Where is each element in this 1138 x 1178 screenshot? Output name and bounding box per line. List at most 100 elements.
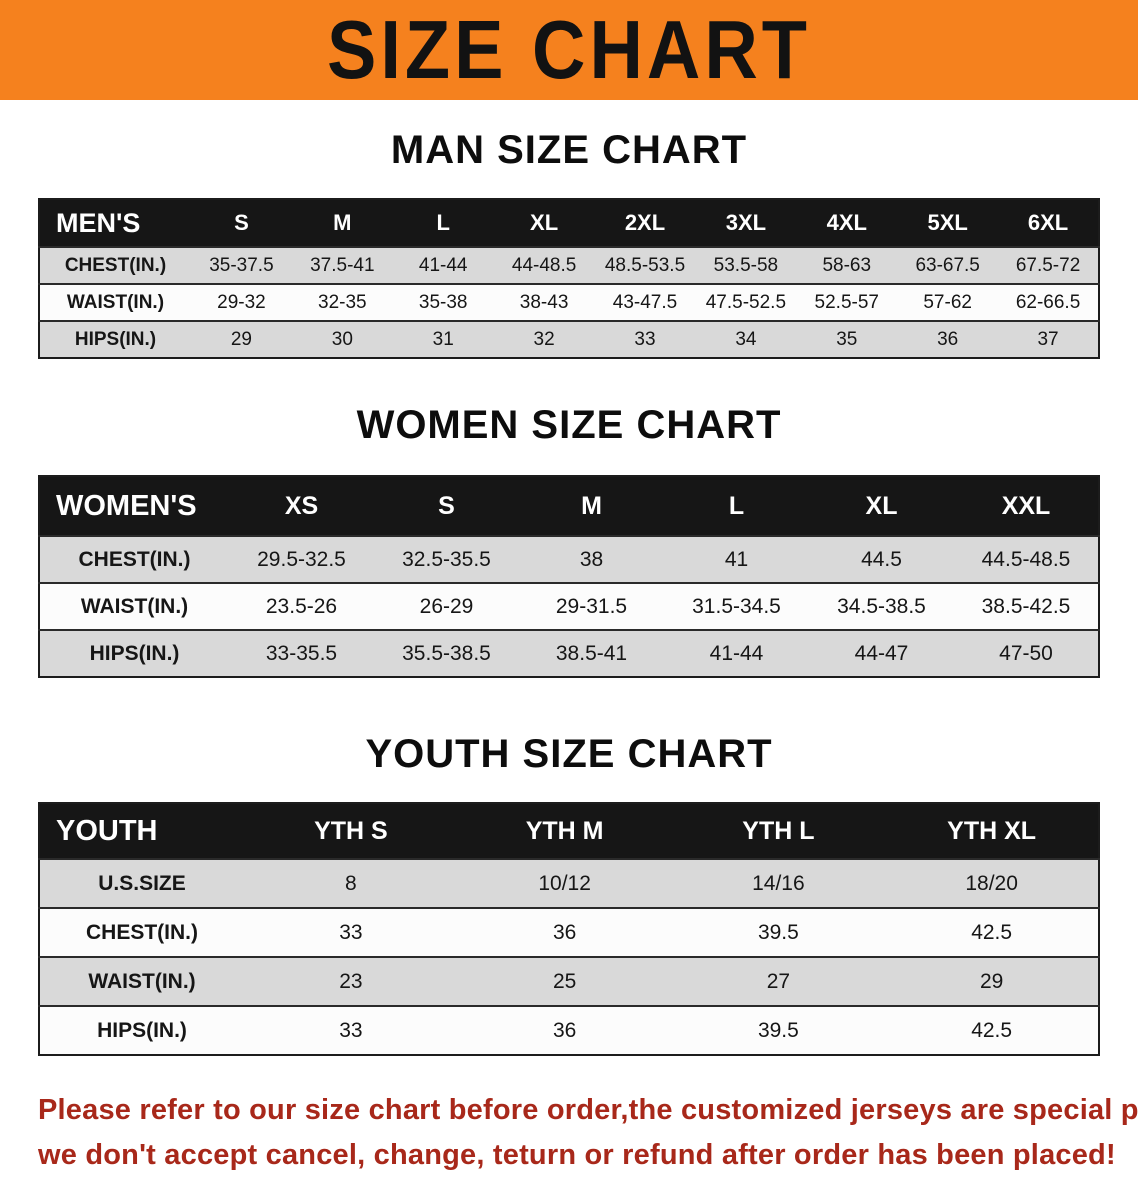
size-cell: 37.5-41 (310, 254, 375, 276)
youth-table-title: YOUTH (39, 803, 244, 859)
size-cell: 41 (724, 547, 749, 571)
men-column-header: 6XL (998, 199, 1099, 247)
size-cell: 52.5-57 (814, 291, 879, 313)
size-cell: 36 (937, 328, 959, 350)
size-cell: 38-43 (519, 291, 569, 313)
size-cell: 47.5-52.5 (705, 291, 787, 313)
size-cell: 67.5-72 (1015, 254, 1081, 276)
women-size-table: WOMEN'S XS S M L XL XXL CHEST(IN.) 29.5-… (38, 475, 1100, 678)
size-cell: 31 (432, 328, 454, 350)
men-column-header: M (291, 199, 393, 247)
size-cell: 53.5-58 (713, 254, 779, 276)
size-cell: 37 (1037, 328, 1059, 350)
man-size-chart-heading: MAN SIZE CHART (390, 128, 748, 172)
size-cell: 23 (339, 969, 363, 993)
size-cell: 33 (339, 920, 363, 944)
women-header-row: WOMEN'S XS S M L XL XXL (39, 476, 1099, 536)
size-cell: 44-48.5 (511, 254, 577, 276)
men-column-header: S (190, 199, 292, 247)
size-cell: 47-50 (999, 641, 1053, 665)
size-cell: 10/12 (538, 871, 591, 895)
men-header-row: MEN'S S M L XL 2XL 3XL 4XL 5XL 6XL (38, 199, 1099, 247)
size-cell: 33 (634, 328, 656, 350)
women-row-label: CHEST(IN.) (78, 547, 191, 571)
size-cell: 33 (339, 1018, 363, 1042)
men-row-label: CHEST(IN.) (64, 254, 167, 276)
table-row: HIPS(IN.) 33 36 39.5 42.5 (39, 1006, 1099, 1055)
youth-header-row: YOUTH YTH S YTH M YTH L YTH XL (39, 803, 1099, 859)
men-column-header: 4XL (796, 199, 898, 247)
youth-row-label: WAIST(IN.) (88, 969, 196, 993)
size-cell: 38 (579, 547, 604, 571)
size-cell: 29-32 (217, 291, 266, 313)
size-cell: 34.5-38.5 (837, 594, 926, 618)
youth-row-label: U.S.SIZE (98, 871, 186, 895)
size-cell: 48.5-53.5 (604, 254, 686, 276)
disclaimer-line-1: Please refer to our size chart before or… (38, 1094, 1138, 1126)
women-size-chart-heading: WOMEN SIZE CHART (356, 403, 782, 447)
women-column-header: M (519, 476, 664, 536)
size-cell: 25 (552, 969, 577, 993)
size-cell: 35-38 (418, 291, 468, 313)
size-cell: 38.5-41 (555, 641, 628, 665)
size-cell: 36 (552, 920, 577, 944)
table-row: U.S.SIZE 8 10/12 14/16 18/20 (39, 859, 1099, 908)
size-cell: 33-35.5 (265, 641, 338, 665)
men-table-title: MEN'S (38, 199, 191, 247)
youth-column-header: YTH L (671, 803, 886, 859)
size-cell: 32 (533, 328, 555, 350)
size-cell: 44.5-48.5 (981, 547, 1071, 571)
size-cell: 41-44 (418, 254, 468, 276)
size-cell: 26-29 (419, 594, 474, 618)
size-cell: 31.5-34.5 (692, 594, 781, 618)
size-cell: 32.5-35.5 (402, 547, 491, 571)
men-size-table: MEN'S S M L XL 2XL 3XL 4XL 5XL 6XL CHEST… (37, 198, 1100, 359)
size-cell: 29.5-32.5 (257, 547, 346, 571)
size-cell: 39.5 (757, 1018, 799, 1042)
men-column-header: 3XL (695, 199, 797, 247)
size-cell: 34 (735, 328, 757, 350)
size-cell: 58-63 (822, 254, 872, 276)
size-cell: 44-47 (854, 641, 909, 665)
youth-column-header: YTH M (457, 803, 672, 859)
size-cell: 39.5 (757, 920, 799, 944)
women-table-title: WOMEN'S (39, 476, 229, 536)
size-cell: 27 (766, 969, 791, 993)
table-row: WAIST(IN.) 23.5-26 26-29 29-31.5 31.5-34… (39, 583, 1099, 630)
size-cell: 29-31.5 (555, 594, 628, 618)
men-column-header: 2XL (594, 199, 696, 247)
size-cell: 32-35 (318, 291, 367, 313)
youth-column-header: YTH S (244, 803, 458, 859)
size-cell: 14/16 (752, 871, 805, 895)
disclaimer-line-2: we don't accept cancel, change, teturn o… (38, 1138, 1116, 1171)
women-column-header: L (664, 476, 809, 536)
size-cell: 18/20 (965, 871, 1018, 895)
table-row: CHEST(IN.) 33 36 39.5 42.5 (39, 908, 1099, 957)
women-row-label: HIPS(IN.) (89, 641, 180, 665)
size-cell: 36 (552, 1018, 577, 1042)
size-cell: 43-47.5 (612, 291, 678, 313)
men-column-header: L (392, 199, 494, 247)
size-cell: 35 (836, 328, 858, 350)
size-cell: 35.5-38.5 (402, 641, 491, 665)
table-row: CHEST(IN.) 35-37.5 37.5-41 41-44 44-48.5… (38, 247, 1099, 284)
size-cell: 62-66.5 (1015, 291, 1081, 313)
size-cell: 35-37.5 (209, 254, 274, 276)
size-cell: 8 (345, 871, 357, 895)
size-cell: 30 (331, 328, 353, 350)
table-row: WAIST(IN.) 23 25 27 29 (39, 957, 1099, 1006)
size-cell: 42.5 (971, 1018, 1013, 1042)
table-row: CHEST(IN.) 29.5-32.5 32.5-35.5 38 41 44.… (39, 536, 1099, 583)
table-row: HIPS(IN.) 29 30 31 32 33 34 35 36 37 (38, 321, 1099, 358)
disclaimer-text: Please refer to our size chart before or… (0, 1088, 1138, 1178)
youth-size-table: YOUTH YTH S YTH M YTH L YTH XL U.S.SIZE … (38, 802, 1100, 1056)
women-column-header: XS (229, 476, 374, 536)
women-column-header: XL (809, 476, 954, 536)
size-chart-banner: SIZE CHART (0, 0, 1138, 100)
men-column-header: XL (493, 199, 595, 247)
men-column-header: 5XL (897, 199, 999, 247)
youth-column-header: YTH XL (885, 803, 1099, 859)
men-row-label: WAIST(IN.) (66, 291, 165, 313)
size-cell: 63-67.5 (915, 254, 980, 276)
size-cell: 42.5 (971, 920, 1013, 944)
